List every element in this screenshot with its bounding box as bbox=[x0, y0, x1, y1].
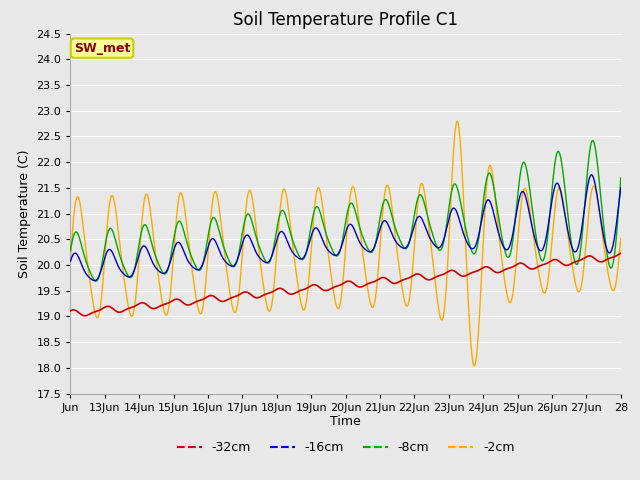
Legend: -32cm, -16cm, -8cm, -2cm: -32cm, -16cm, -8cm, -2cm bbox=[172, 436, 520, 459]
Text: SW_met: SW_met bbox=[74, 42, 130, 55]
Title: Soil Temperature Profile C1: Soil Temperature Profile C1 bbox=[233, 11, 458, 29]
Y-axis label: Soil Temperature (C): Soil Temperature (C) bbox=[18, 149, 31, 278]
X-axis label: Time: Time bbox=[330, 415, 361, 429]
